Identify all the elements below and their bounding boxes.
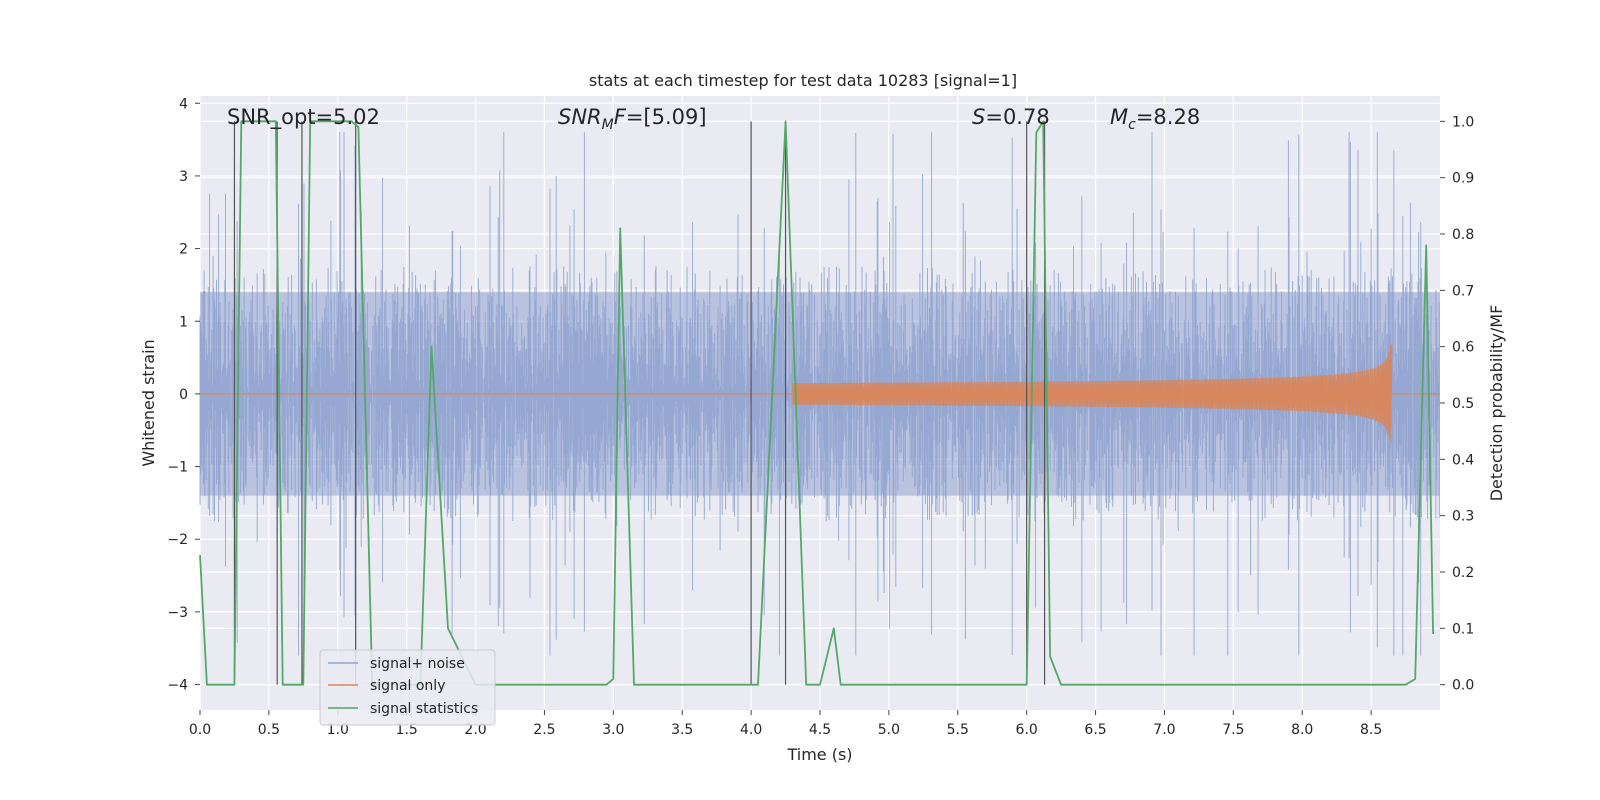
y-axis-ticks-left: −4 −3 −2 −1 0 1 2 3 4	[167, 96, 200, 694]
x-axis-ticks: 0.0 0.5 1.0 1.5 2.0 2.5 3.0 3.5 4.0 4.5 5.0 5.5 6.0 6…	[189, 710, 1382, 738]
y-axis-ticks-right: 0.0 0.1 0.2 0.3 0.4 0.5 0.6 0.7 0.8 0.9 1.0	[1440, 114, 1474, 694]
annotation-snr-opt: SNR_opt=5.02	[227, 105, 380, 130]
y-right-tick-label: 0.0	[1452, 678, 1474, 694]
chart-title: stats at each timestep for test data 102…	[589, 71, 1017, 90]
y-right-tick-label: 0.8	[1452, 227, 1474, 243]
x-tick-label: 8.5	[1360, 722, 1382, 738]
legend: signal+ noise signal only signal statist…	[319, 649, 496, 726]
y-right-tick-label: 0.9	[1452, 171, 1474, 187]
annotation-s: S=0.78	[972, 105, 1050, 129]
x-tick-label: 4.5	[809, 722, 831, 738]
legend-box	[319, 649, 496, 726]
annotation-snr-mf-subscript: M	[602, 117, 614, 133]
vertical-markers	[233, 121, 1046, 685]
y-tick-label: −2	[167, 532, 188, 548]
x-tick-label: 5.0	[878, 722, 900, 738]
y-right-tick-label: 0.1	[1452, 621, 1474, 637]
y-right-tick-label: 0.7	[1452, 283, 1474, 299]
annotation-s-value: =0.78	[985, 105, 1049, 129]
x-tick-label: 0.5	[258, 722, 280, 738]
y-tick-label: −4	[167, 678, 188, 694]
x-tick-label: 7.5	[1222, 722, 1244, 738]
y-right-tick-label: 1.0	[1452, 114, 1474, 130]
x-tick-label: 8.0	[1291, 722, 1313, 738]
x-tick-label: 2.0	[464, 722, 486, 738]
y-tick-label: 2	[179, 242, 188, 258]
x-tick-label: 5.5	[947, 722, 969, 738]
y-right-tick-label: 0.3	[1452, 509, 1474, 525]
legend-label-signal-noise: signal+ noise	[370, 656, 465, 672]
x-tick-label: 7.0	[1153, 722, 1175, 738]
x-tick-label: 6.0	[1016, 722, 1038, 738]
annotation-snr-mf-symbol: SNR	[558, 105, 602, 129]
y-right-tick-label: 0.2	[1452, 565, 1474, 581]
annotation-snr-mf-value: =[5.09]	[626, 105, 707, 129]
signal-only-chirp	[791, 344, 1393, 444]
y-tick-label: 3	[179, 169, 188, 185]
x-tick-label: 1.0	[327, 722, 349, 738]
annotations: SNR_opt=5.02 SNRMF=[5.09] S=0.78 Mc=8.28	[227, 105, 1200, 133]
annotation-snr-mf-symbol-2: F	[614, 105, 627, 129]
y-axis-label-right: Detection probability/MF	[1487, 305, 1506, 502]
y-tick-label: 4	[179, 96, 188, 112]
x-tick-label: 2.5	[533, 722, 555, 738]
y-right-tick-label: 0.5	[1452, 396, 1474, 412]
x-tick-label: 4.0	[740, 722, 762, 738]
annotation-mc-symbol: M	[1110, 105, 1128, 129]
x-tick-label: 1.5	[396, 722, 418, 738]
y-tick-label: 1	[179, 314, 188, 330]
x-tick-label: 6.5	[1084, 722, 1106, 738]
series-signal-only	[200, 344, 1440, 444]
y-tick-label: 0	[179, 387, 188, 403]
series-signal-statistics	[199, 120, 1434, 686]
annotation-snr-mf: SNRMF=[5.09]	[558, 105, 707, 133]
x-tick-label: 3.5	[671, 722, 693, 738]
legend-label-signal-only: signal only	[370, 678, 445, 694]
annotation-s-symbol: S	[972, 105, 985, 129]
y-axis-label-left: Whitened strain	[139, 339, 158, 466]
x-axis-label: Time (s)	[786, 745, 852, 764]
x-tick-label: 3.0	[602, 722, 624, 738]
annotation-mc-value: =8.28	[1136, 105, 1200, 129]
legend-label-signal-statistics: signal statistics	[370, 701, 478, 717]
signal-statistics-line	[199, 120, 1434, 686]
annotation-mc-subscript: c	[1128, 117, 1136, 133]
annotation-mc: Mc=8.28	[1110, 105, 1200, 133]
y-right-tick-label: 0.4	[1452, 452, 1474, 468]
y-tick-label: −3	[167, 605, 188, 621]
y-right-tick-label: 0.6	[1452, 340, 1474, 356]
y-tick-label: −1	[167, 460, 188, 476]
x-tick-label: 0.0	[189, 722, 211, 738]
